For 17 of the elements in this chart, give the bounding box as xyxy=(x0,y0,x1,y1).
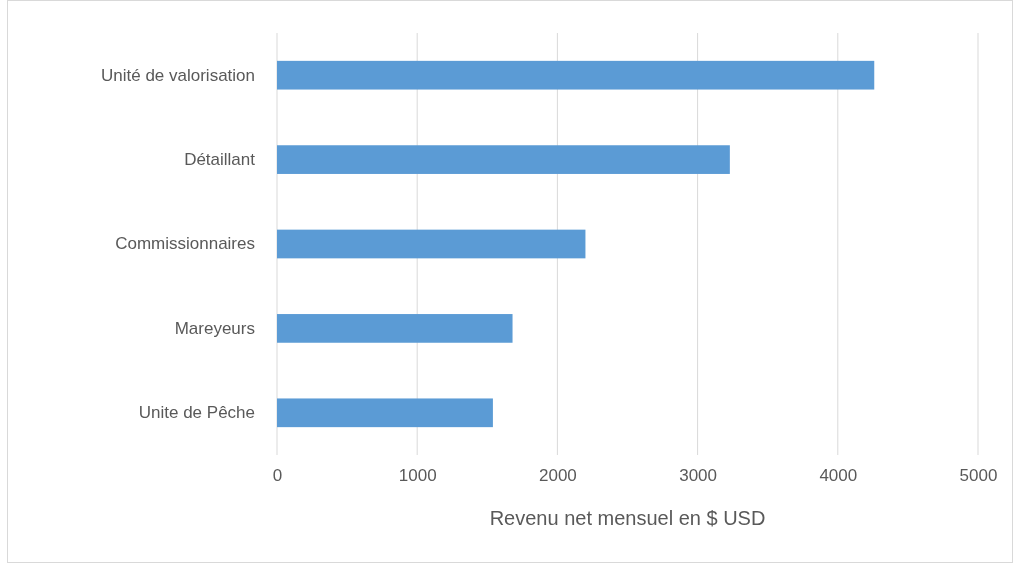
x-axis-title: Revenu net mensuel en $ USD xyxy=(489,507,766,529)
x-tick-label: 0 xyxy=(272,466,283,486)
y-tick-label: Détaillant xyxy=(184,150,256,170)
bar xyxy=(277,60,875,90)
bar xyxy=(277,314,513,343)
bar xyxy=(277,398,493,428)
x-tick-label: 3000 xyxy=(679,466,718,486)
x-tick-label: 2000 xyxy=(538,466,577,486)
x-tick-label: 5000 xyxy=(959,466,998,486)
bar xyxy=(277,145,730,174)
y-tick-label: Mareyeurs xyxy=(174,318,255,338)
y-tick-label: Unite de Pêche xyxy=(138,403,255,423)
x-tick-label: 1000 xyxy=(398,466,437,486)
y-tick-label: Commissionnaires xyxy=(115,234,255,254)
y-tick-label: Unité de valorisation xyxy=(100,65,255,85)
x-tick-label: 4000 xyxy=(819,466,858,486)
bar xyxy=(277,229,586,259)
